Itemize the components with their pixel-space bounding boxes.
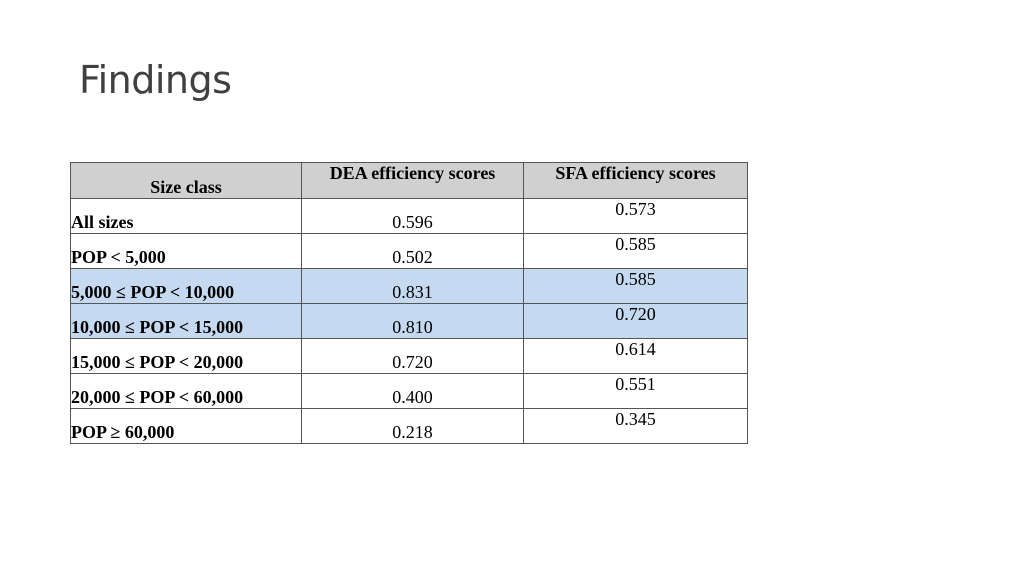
size-class-cell: All sizes <box>70 198 302 234</box>
table-row: 10,000 ≤ POP < 15,000 0.810 0.720 <box>70 303 748 339</box>
dea-score-cell: 0.400 <box>301 373 524 409</box>
dea-score-cell: 0.720 <box>301 338 524 374</box>
findings-table: Size class DEA efficiency scores SFA eff… <box>70 162 748 444</box>
dea-score-cell: 0.218 <box>301 408 524 444</box>
sfa-score-cell: 0.551 <box>523 373 748 409</box>
sfa-score-cell: 0.345 <box>523 408 748 444</box>
sfa-score-cell: 0.720 <box>523 303 748 339</box>
dea-score-cell: 0.596 <box>301 198 524 234</box>
table-row: All sizes 0.596 0.573 <box>70 198 748 234</box>
sfa-score-cell: 0.573 <box>523 198 748 234</box>
size-class-cell: 10,000 ≤ POP < 15,000 <box>70 303 302 339</box>
table-row: POP < 5,000 0.502 0.585 <box>70 233 748 269</box>
table-header-row: Size class DEA efficiency scores SFA eff… <box>70 162 748 199</box>
size-class-cell: 5,000 ≤ POP < 10,000 <box>70 268 302 304</box>
sfa-score-cell: 0.585 <box>523 233 748 269</box>
header-size-class: Size class <box>70 162 302 199</box>
size-class-cell: POP < 5,000 <box>70 233 302 269</box>
table-row: 15,000 ≤ POP < 20,000 0.720 0.614 <box>70 338 748 374</box>
table-body: All sizes 0.596 0.573 POP < 5,000 0.502 … <box>70 198 748 444</box>
dea-score-cell: 0.831 <box>301 268 524 304</box>
size-class-cell: POP ≥ 60,000 <box>70 408 302 444</box>
sfa-score-cell: 0.585 <box>523 268 748 304</box>
header-dea-scores: DEA efficiency scores <box>301 162 524 199</box>
dea-score-cell: 0.502 <box>301 233 524 269</box>
header-sfa-scores: SFA efficiency scores <box>523 162 748 199</box>
table-row: POP ≥ 60,000 0.218 0.345 <box>70 408 748 444</box>
slide-title: Findings <box>79 58 232 102</box>
size-class-cell: 15,000 ≤ POP < 20,000 <box>70 338 302 374</box>
table-row: 5,000 ≤ POP < 10,000 0.831 0.585 <box>70 268 748 304</box>
dea-score-cell: 0.810 <box>301 303 524 339</box>
size-class-cell: 20,000 ≤ POP < 60,000 <box>70 373 302 409</box>
table-row: 20,000 ≤ POP < 60,000 0.400 0.551 <box>70 373 748 409</box>
sfa-score-cell: 0.614 <box>523 338 748 374</box>
